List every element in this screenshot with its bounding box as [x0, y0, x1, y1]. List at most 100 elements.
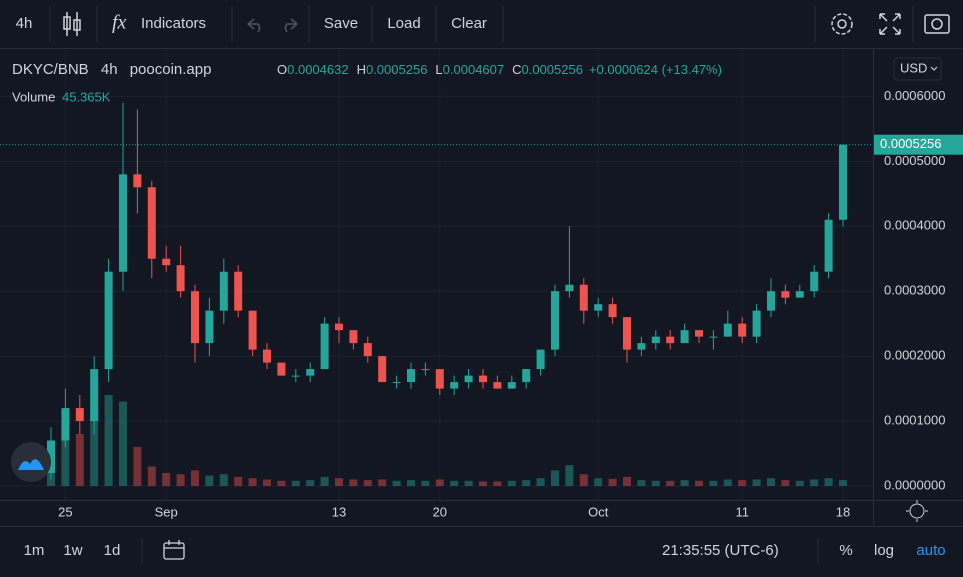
save-button[interactable]: Save — [324, 15, 358, 32]
ohlc-values: O0.0004632 H0.0005256 L0.0004607 C0.0005256… — [277, 62, 722, 77]
candle-body — [695, 330, 703, 337]
range-button[interactable]: 1w — [63, 542, 82, 559]
volume-bar — [637, 480, 646, 486]
volume-bar — [666, 480, 675, 486]
tradingview-logo[interactable] — [11, 442, 51, 482]
volume-bar — [579, 474, 588, 486]
log-toggle[interactable]: log — [874, 542, 894, 559]
candle-body — [565, 284, 574, 292]
volume-bar — [795, 480, 804, 486]
volume-bar — [435, 479, 444, 486]
volume-bar — [565, 465, 574, 486]
candle-body — [551, 291, 559, 350]
candle-body — [767, 291, 775, 311]
volume-label: Volume — [12, 89, 55, 104]
interval: 4h — [101, 61, 118, 78]
indicators-button[interactable]: Indicators — [141, 15, 206, 32]
range-button[interactable]: 1d — [104, 542, 121, 559]
ohlc-value: 0.0004607 — [443, 62, 504, 77]
grid — [0, 49, 873, 500]
candle-body — [435, 369, 444, 389]
range-button[interactable]: 1m — [24, 542, 45, 559]
volume-bar — [378, 479, 387, 486]
x-tick-label: 25 — [58, 504, 72, 519]
volume-value: 45.365K — [62, 89, 111, 104]
volume-bar — [493, 481, 502, 486]
volume-bar — [752, 479, 761, 486]
volume-bars — [47, 394, 847, 486]
volume-bar — [522, 480, 531, 486]
volume-bar — [119, 401, 127, 486]
volume-bar — [651, 480, 660, 486]
candle-body — [234, 271, 243, 311]
y-tick-label: 0.0000000 — [884, 477, 945, 492]
candle-body — [623, 317, 631, 350]
date-range-button[interactable] — [163, 540, 185, 560]
volume-bar — [695, 480, 703, 486]
candle-body — [320, 323, 329, 370]
candle-body — [680, 330, 689, 344]
volume-bar — [623, 476, 631, 486]
volume-bar — [450, 480, 459, 486]
volume-bar — [277, 480, 286, 486]
currency-label[interactable]: USD — [900, 60, 927, 75]
currency-button[interactable] — [893, 57, 942, 81]
candle-body — [507, 382, 516, 389]
percent-toggle[interactable]: % — [839, 542, 852, 559]
candle-body — [464, 375, 473, 383]
volume-bar — [133, 446, 142, 486]
candle-body — [666, 336, 675, 344]
candle-body — [839, 144, 847, 220]
undo-button[interactable] — [247, 18, 261, 33]
fullscreen-button[interactable] — [879, 13, 901, 35]
candle-style-button[interactable] — [63, 12, 81, 36]
candle-body — [335, 323, 343, 331]
candle-body — [608, 304, 617, 318]
settings-button[interactable] — [831, 13, 853, 35]
candle-body — [651, 336, 660, 344]
volume-bar — [536, 478, 545, 486]
x-tick-label: 18 — [836, 504, 850, 519]
volume-bar — [219, 474, 228, 486]
candle-body — [61, 408, 70, 441]
volume-bar — [608, 478, 617, 486]
indicators-icon[interactable]: fx — [112, 12, 127, 34]
candle-body — [119, 174, 127, 272]
ohlc-value: 0.0005256 — [522, 62, 583, 77]
auto-toggle[interactable]: auto — [916, 542, 945, 559]
volume-bar — [61, 420, 70, 486]
axis-settings-button[interactable] — [906, 500, 928, 522]
clock: 21:35:55 (UTC-6) — [662, 542, 779, 559]
change: +0.0000624 (+13.47%) — [589, 62, 722, 77]
volume-bar — [205, 475, 214, 486]
candle-body — [248, 310, 257, 350]
volume-bar — [104, 394, 113, 486]
volume-bar — [234, 476, 243, 486]
candle-body — [47, 440, 55, 473]
volume-bar — [191, 470, 199, 486]
source: poocoin.app — [130, 61, 212, 78]
load-button[interactable]: Load — [387, 15, 420, 32]
ohlc-key: O — [277, 62, 287, 77]
clear-button[interactable]: Clear — [451, 15, 487, 32]
redo-button[interactable] — [284, 18, 298, 33]
screenshot-button[interactable] — [924, 14, 950, 34]
interval-button[interactable]: 4h — [16, 15, 33, 32]
last-price-label: 0.0005256 — [880, 136, 941, 151]
volume-bar — [680, 480, 689, 486]
y-tick-label: 0.0006000 — [884, 88, 945, 103]
candle-body — [407, 369, 415, 383]
candles — [47, 102, 847, 480]
candle-body — [579, 284, 588, 311]
candle-body — [421, 369, 430, 371]
symbol: DKYC/BNB — [12, 61, 89, 78]
volume-bar — [248, 478, 257, 486]
candle-body — [723, 323, 732, 337]
volume-bar — [263, 479, 271, 486]
y-tick-label: 0.0001000 — [884, 412, 945, 427]
candle-body — [363, 343, 372, 357]
currency-caret — [930, 66, 938, 71]
volume-bar — [407, 480, 415, 486]
volume-bar — [176, 474, 185, 486]
